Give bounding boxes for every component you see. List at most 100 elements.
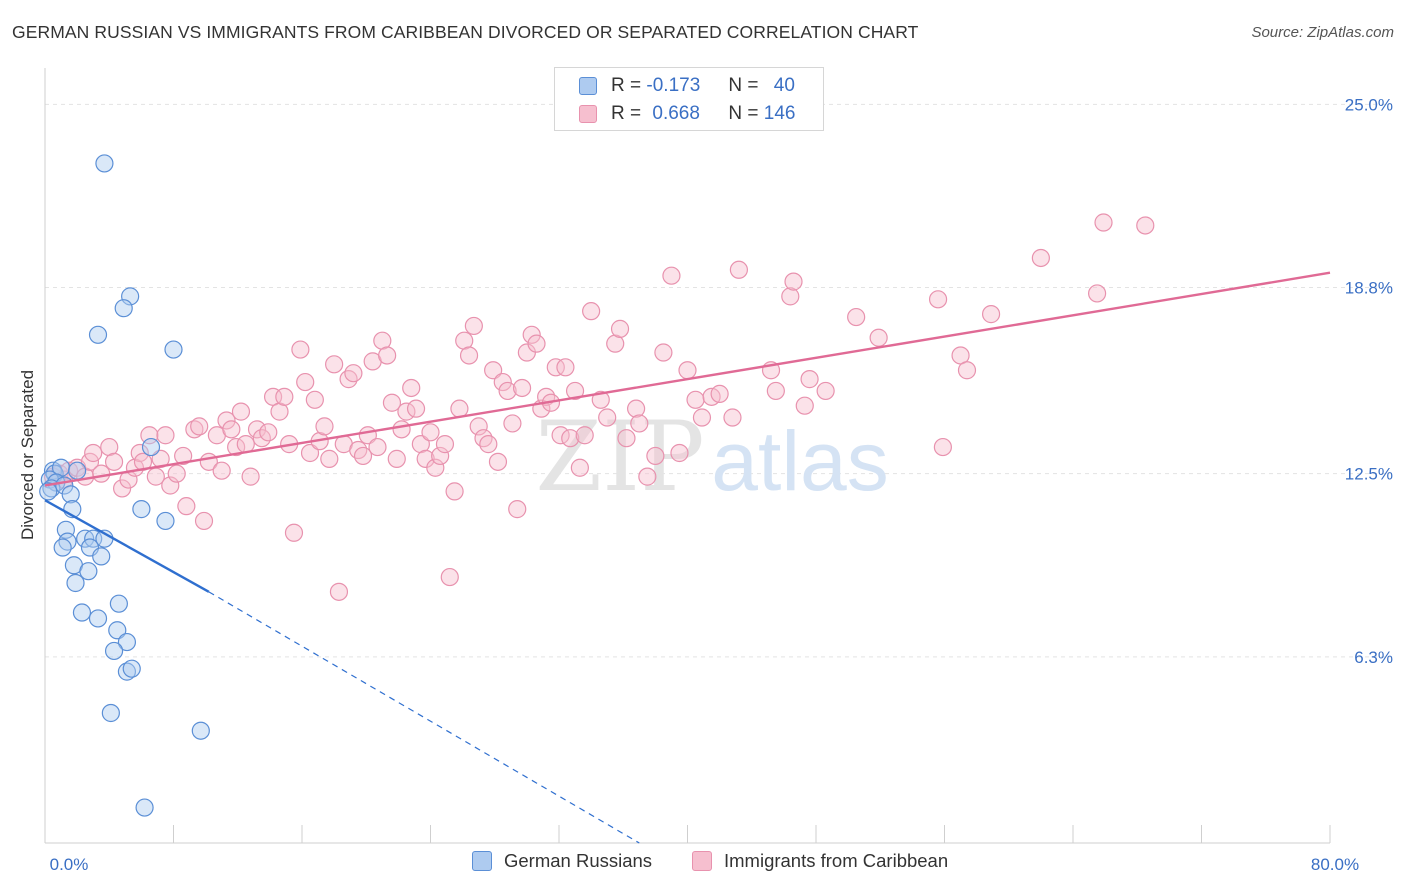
caribbean-point: [678, 361, 697, 380]
caribbean-point: [928, 290, 948, 309]
caribbean-point: [692, 408, 712, 427]
caribbean-point: [729, 260, 749, 279]
watermark-zip: ZIP: [535, 401, 704, 513]
caribbean-point: [686, 390, 705, 409]
german-russian-point: [88, 609, 108, 628]
legend-item-german-russians[interactable]: German Russians: [472, 850, 652, 872]
german-russian-point: [53, 538, 72, 557]
caribbean-point: [84, 443, 103, 463]
legend-swatch-blue: [579, 77, 597, 95]
caribbean-point: [464, 316, 483, 336]
caribbean-point: [300, 443, 320, 463]
legend-r-value: 0.668: [652, 103, 700, 124]
caribbean-point: [440, 567, 459, 587]
caribbean-point: [382, 393, 402, 412]
caribbean-point: [296, 372, 315, 392]
german-russian-point: [117, 632, 137, 652]
caribbean-point: [816, 381, 835, 401]
x-tick-label: 0.0%: [50, 855, 89, 874]
caribbean-point: [957, 361, 977, 380]
legend-n-value: 40: [773, 75, 795, 96]
caribbean-point: [784, 272, 803, 291]
german-russian-point: [88, 325, 108, 344]
caribbean-point: [329, 582, 349, 601]
german-russian-point: [114, 299, 133, 318]
caribbean-point: [222, 420, 241, 439]
caribbean-point: [435, 435, 455, 454]
caribbean-point: [194, 511, 214, 531]
german-russian-points: [39, 154, 210, 817]
grid-lines: [45, 103, 1392, 658]
german-russian-point: [95, 154, 114, 173]
caribbean-point: [933, 437, 952, 457]
caribbean-point: [344, 364, 363, 383]
trend-lines: [44, 271, 1331, 844]
caribbean-point: [598, 408, 617, 427]
caribbean-point: [406, 399, 426, 418]
german-russian-point: [164, 340, 183, 359]
caribbean-point: [231, 402, 251, 421]
x-tick-label: 80.0%: [1311, 855, 1359, 874]
legend-n-value: 146: [763, 103, 796, 124]
caribbean-point: [654, 343, 673, 362]
caribbean-point: [177, 497, 196, 516]
german-russian-point: [72, 603, 92, 622]
legend-row-caribbean: R = 0.668 N = 146: [579, 101, 795, 127]
caribbean-point: [353, 446, 373, 466]
caribbean-point: [426, 458, 445, 477]
caribbean-point: [617, 429, 636, 448]
caribbean-point: [291, 340, 310, 359]
caribbean-point: [795, 396, 814, 415]
caribbean-point: [638, 467, 657, 486]
caribbean-point: [546, 358, 565, 377]
caribbean-point: [459, 346, 479, 365]
caribbean-point: [488, 452, 508, 471]
german-russian-point: [135, 798, 154, 817]
caribbean-point: [349, 440, 368, 460]
caribbean-trend-line: [44, 271, 1331, 487]
caribbean-point: [591, 390, 610, 409]
caribbean-point: [710, 384, 729, 403]
watermark: ZIP atlas: [535, 401, 888, 513]
caribbean-point: [498, 381, 517, 401]
legend-swatch-pink: [579, 105, 597, 123]
caribbean-point: [167, 464, 186, 483]
caribbean-point: [212, 461, 231, 480]
caribbean-point: [156, 426, 175, 445]
caribbean-point: [445, 482, 464, 501]
german-russian-point: [39, 482, 58, 501]
caribbean-point: [512, 378, 532, 398]
caribbean-point: [527, 334, 546, 353]
caribbean-point: [185, 420, 204, 439]
caribbean-point: [247, 420, 267, 439]
legend-r-label: R =: [611, 75, 642, 96]
caribbean-point: [402, 378, 421, 398]
caribbean-point: [766, 381, 785, 401]
caribbean-point: [662, 266, 681, 285]
caribbean-point: [339, 370, 358, 389]
caribbean-point: [217, 411, 236, 430]
tick-labels: 6.3% 12.5% 18.8% 25.0% 0.0% 80.0%: [50, 95, 1393, 874]
german-russian-point: [79, 562, 98, 581]
german-russian-point: [104, 641, 124, 661]
source-label: Source: ZipAtlas.com: [1251, 24, 1394, 41]
german-russian-point: [132, 500, 151, 519]
german-russian-trend-extension: [208, 591, 640, 844]
caribbean-point: [479, 435, 498, 454]
caribbean-point: [570, 458, 589, 477]
german-russian-point: [122, 659, 141, 678]
axes: [44, 68, 1331, 844]
legend-n-label: N =: [728, 75, 759, 96]
german-russian-point: [68, 461, 87, 480]
watermark-atlas: atlas: [711, 414, 888, 508]
legend-swatch-blue: [472, 851, 492, 871]
german-russian-point: [101, 703, 120, 723]
caribbean-point: [869, 328, 888, 347]
caribbean-point: [522, 325, 541, 344]
caribbean-point: [781, 287, 800, 306]
caribbean-point: [431, 446, 450, 466]
legend-swatch-pink: [692, 851, 712, 871]
chart-title: GERMAN RUSSIAN VS IMMIGRANTS FROM CARIBB…: [12, 22, 919, 42]
caribbean-point: [315, 417, 334, 436]
legend-item-caribbean[interactable]: Immigrants from Caribbean: [692, 850, 948, 872]
